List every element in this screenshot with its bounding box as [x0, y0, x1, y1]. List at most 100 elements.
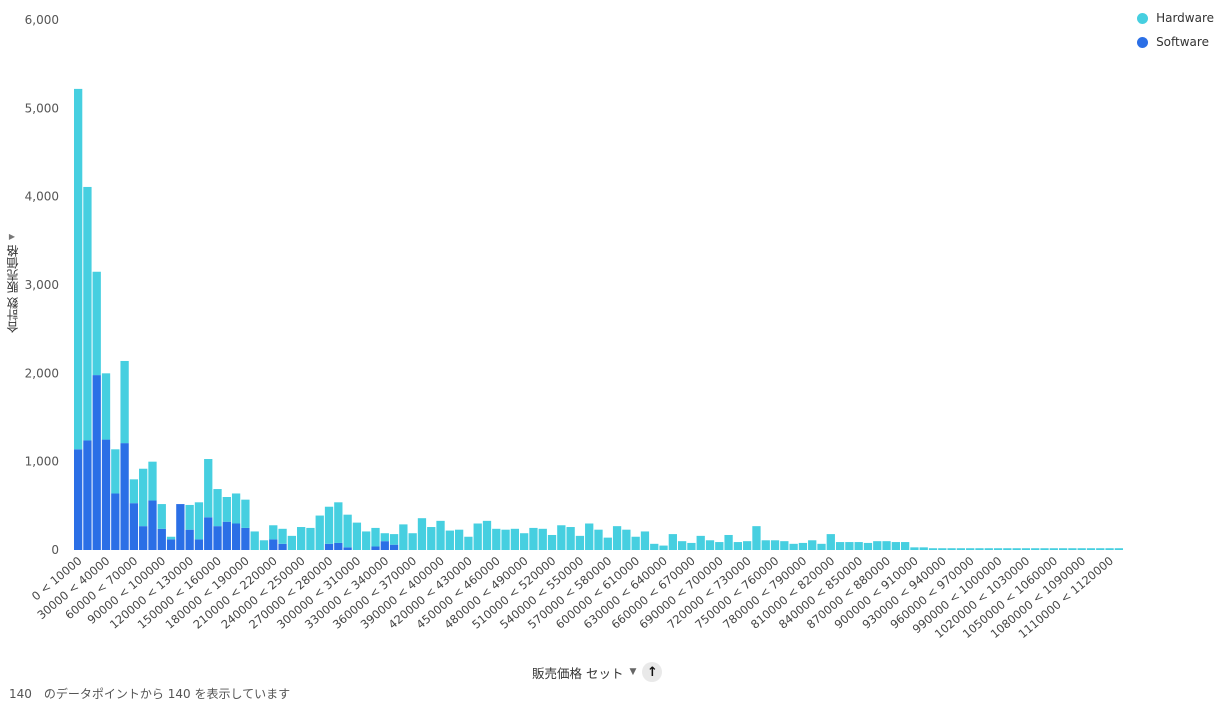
legend-item-hardware[interactable]: Hardware [1137, 6, 1214, 30]
bar-hardware[interactable] [1096, 548, 1105, 550]
bar-hardware[interactable] [538, 528, 547, 550]
bar-software[interactable] [371, 546, 380, 550]
bar-hardware[interactable] [910, 547, 919, 550]
bar-software[interactable] [148, 500, 157, 550]
bar-hardware[interactable] [166, 536, 176, 540]
bar-hardware[interactable] [231, 493, 241, 524]
bar-hardware[interactable] [417, 518, 427, 550]
bar-hardware[interactable] [984, 548, 993, 550]
bar-hardware[interactable] [148, 461, 157, 501]
bar-hardware[interactable] [873, 541, 882, 550]
bar-software[interactable] [334, 542, 343, 550]
bar-hardware[interactable] [966, 548, 975, 550]
bar-hardware[interactable] [529, 527, 538, 550]
bar-hardware[interactable] [863, 542, 873, 550]
y-axis-title[interactable]: ▶ 合計数 販売価格 [2, 232, 22, 352]
bar-hardware[interactable] [612, 526, 622, 550]
bar-hardware[interactable] [845, 542, 854, 550]
bar-software[interactable] [343, 547, 352, 550]
bar-hardware[interactable] [510, 528, 520, 550]
bar-software[interactable] [231, 523, 241, 551]
bar-hardware[interactable] [770, 540, 780, 550]
bar-hardware[interactable] [956, 548, 966, 550]
bar-hardware[interactable] [352, 522, 362, 550]
bar-hardware[interactable] [222, 497, 231, 522]
bar-hardware[interactable] [640, 531, 650, 550]
bar-hardware[interactable] [919, 547, 928, 550]
bar-hardware[interactable] [659, 545, 668, 550]
bar-hardware[interactable] [743, 541, 752, 550]
bar-hardware[interactable] [464, 536, 473, 550]
bar-hardware[interactable] [139, 468, 148, 527]
bar-hardware[interactable] [482, 520, 492, 550]
bar-hardware[interactable] [436, 520, 445, 550]
bar-hardware[interactable] [752, 526, 761, 550]
bar-hardware[interactable] [1105, 548, 1114, 550]
bar-hardware[interactable] [705, 540, 715, 550]
bar-hardware[interactable] [306, 527, 315, 550]
bar-software[interactable] [92, 375, 101, 550]
bar-hardware[interactable] [120, 360, 129, 444]
bar-hardware[interactable] [278, 528, 287, 544]
bar-hardware[interactable] [696, 535, 705, 550]
bar-software[interactable] [324, 543, 334, 550]
bar-hardware[interactable] [835, 542, 845, 550]
bar-hardware[interactable] [631, 536, 640, 550]
bar-hardware[interactable] [269, 525, 278, 540]
bar-hardware[interactable] [259, 540, 269, 550]
bar-hardware[interactable] [1049, 548, 1058, 550]
bar-hardware[interactable] [362, 531, 371, 550]
bar-hardware[interactable] [492, 528, 501, 550]
bar-software[interactable] [241, 527, 250, 550]
bar-hardware[interactable] [557, 525, 566, 550]
bar-hardware[interactable] [594, 529, 603, 550]
bar-hardware[interactable] [501, 529, 510, 550]
bar-hardware[interactable] [408, 533, 417, 550]
bar-hardware[interactable] [83, 186, 92, 441]
bar-hardware[interactable] [826, 534, 835, 550]
bar-software[interactable] [389, 544, 399, 550]
bar-hardware[interactable] [882, 541, 891, 550]
bar-hardware[interactable] [204, 459, 213, 518]
bar-hardware[interactable] [1003, 548, 1012, 550]
bar-software[interactable] [111, 493, 120, 550]
bar-hardware[interactable] [92, 271, 101, 376]
bar-hardware[interactable] [603, 537, 612, 550]
bar-software[interactable] [129, 503, 139, 550]
bar-hardware[interactable] [427, 527, 436, 550]
bar-hardware[interactable] [1021, 548, 1031, 550]
bar-hardware[interactable] [1068, 548, 1077, 550]
bar-hardware[interactable] [1114, 548, 1123, 550]
bar-hardware[interactable] [798, 542, 808, 550]
bar-hardware[interactable] [1031, 548, 1040, 550]
bar-software[interactable] [222, 521, 231, 550]
bar-hardware[interactable] [947, 548, 956, 550]
bar-hardware[interactable] [129, 479, 139, 504]
legend-item-software[interactable]: Software [1137, 30, 1214, 54]
bar-hardware[interactable] [315, 515, 324, 550]
bar-hardware[interactable] [1040, 548, 1049, 550]
bar-hardware[interactable] [389, 534, 399, 545]
bar-hardware[interactable] [473, 523, 482, 551]
bar-hardware[interactable] [185, 504, 194, 530]
bar-hardware[interactable] [928, 548, 938, 550]
bar-hardware[interactable] [854, 542, 863, 550]
bar-hardware[interactable] [343, 514, 352, 548]
bar-hardware[interactable] [780, 541, 789, 550]
bar-software[interactable] [269, 539, 278, 550]
bar-hardware[interactable] [111, 449, 120, 494]
bar-hardware[interactable] [250, 531, 259, 550]
bar-hardware[interactable] [324, 506, 334, 544]
bar-hardware[interactable] [1086, 548, 1096, 550]
bar-software[interactable] [204, 517, 213, 550]
bar-hardware[interactable] [520, 533, 529, 550]
bar-hardware[interactable] [297, 527, 306, 550]
bar-hardware[interactable] [1012, 548, 1021, 550]
bar-hardware[interactable] [241, 499, 250, 528]
bar-hardware[interactable] [74, 88, 83, 450]
bar-software[interactable] [213, 526, 222, 550]
bar-hardware[interactable] [789, 543, 798, 550]
bar-software[interactable] [83, 440, 92, 550]
bar-hardware[interactable] [687, 542, 696, 550]
chevron-down-icon[interactable]: ▼ [629, 667, 637, 677]
